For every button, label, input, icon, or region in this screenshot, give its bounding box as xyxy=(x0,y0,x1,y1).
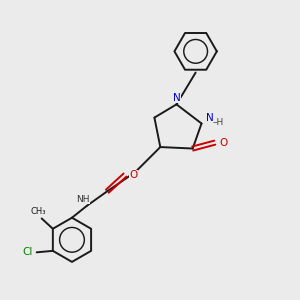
Text: Cl: Cl xyxy=(22,247,32,257)
Text: O: O xyxy=(219,138,227,148)
Text: –H: –H xyxy=(212,118,223,127)
Text: CH₃: CH₃ xyxy=(30,207,46,216)
Text: N: N xyxy=(172,93,180,103)
Text: O: O xyxy=(129,170,137,180)
Text: NH: NH xyxy=(76,195,90,204)
Text: N: N xyxy=(206,113,214,123)
